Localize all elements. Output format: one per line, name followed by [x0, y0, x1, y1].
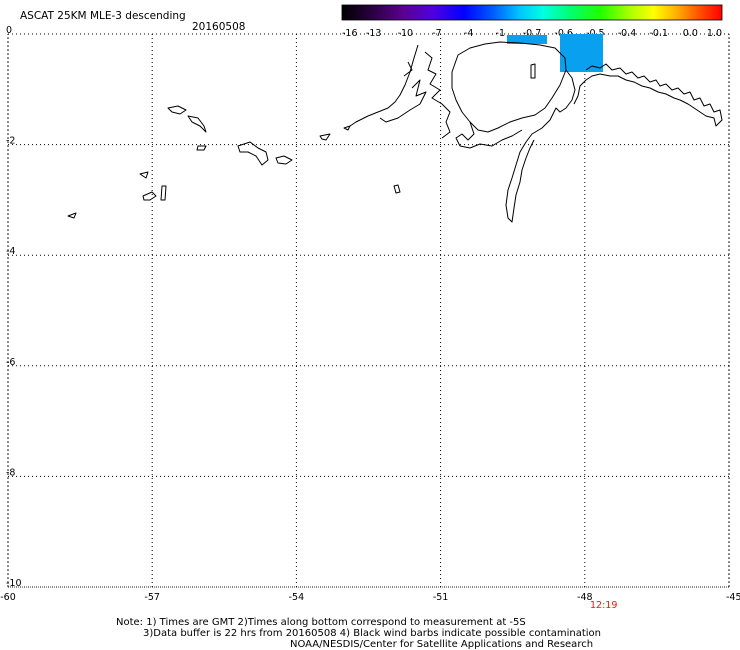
y-tick-label: 0 [6, 25, 12, 36]
colorbar-gradient [341, 4, 723, 21]
coastline-island [167, 105, 187, 115]
swath-patch [560, 34, 603, 72]
colorbar-label: -0.1 [649, 28, 668, 39]
y-tick-label: -8 [6, 467, 15, 478]
map-grid [7, 33, 730, 588]
colorbar-label: -0.4 [618, 28, 637, 39]
coastline-islet [530, 63, 536, 79]
coastline-island [142, 191, 157, 201]
coastline-marajo [451, 41, 567, 133]
colorbar-label: -16 [342, 28, 358, 39]
x-tick-label: -51 [433, 592, 449, 603]
y-tick-label: -4 [6, 246, 15, 257]
coastline-island [187, 115, 207, 133]
coastlines [67, 41, 723, 223]
coastline-island [196, 145, 207, 151]
colorbar-label: -0.5 [586, 28, 605, 39]
coastline-island [319, 133, 331, 141]
y-tick-label: -10 [6, 578, 22, 589]
swath-patch [507, 35, 547, 44]
y-tick-labels: 0 -2 -4 -6 -8 -10 [6, 25, 22, 589]
coastline-northeast [573, 63, 723, 127]
colorbar-label: -13 [366, 28, 382, 39]
figure-title: ASCAT 25KM MLE-3 descending [20, 10, 186, 22]
swath-time-label: 12:19 [590, 600, 617, 611]
map-frame [7, 33, 730, 588]
x-tick-labels: -60 -57 -54 -51 -48 -45 [0, 592, 740, 603]
colorbar-label: -10 [398, 28, 414, 39]
colorbar-label: 0.0 [683, 28, 698, 39]
y-tick-label: -6 [6, 357, 15, 368]
coastline-island [343, 125, 351, 131]
x-tick-label: -54 [289, 592, 305, 603]
coastline-island [160, 185, 167, 201]
colorbar-label: -0.6 [554, 28, 573, 39]
x-tick-label: -45 [726, 592, 740, 603]
coastline-island [275, 155, 293, 165]
coastline-delta-channels [379, 61, 427, 123]
colorbar-label: 1.0 [707, 28, 722, 39]
x-tick-label: -57 [144, 592, 160, 603]
figure-date: 20160508 [192, 21, 245, 33]
y-tick-label: -2 [6, 136, 15, 147]
x-tick-label: -60 [0, 592, 16, 603]
x-tick-label: -48 [577, 592, 593, 603]
coastline-island [67, 212, 77, 219]
coastline-south-shore [455, 121, 523, 149]
coastline-para-east [505, 69, 576, 223]
note-line-2: 3)Data buffer is 22 hrs from 20160508 4)… [143, 628, 601, 639]
coastline-delta-islands [424, 51, 451, 139]
note-line-3: NOAA/NESDIS/Center for Satellite Applica… [290, 639, 593, 650]
coastline-island [139, 171, 149, 179]
coastline-delta-west [349, 44, 419, 127]
note-line-1: Note: 1) Times are GMT 2)Times along bot… [116, 617, 526, 628]
wind-swath [507, 34, 603, 72]
coastline-island [393, 184, 401, 194]
coastline-island [237, 141, 269, 166]
